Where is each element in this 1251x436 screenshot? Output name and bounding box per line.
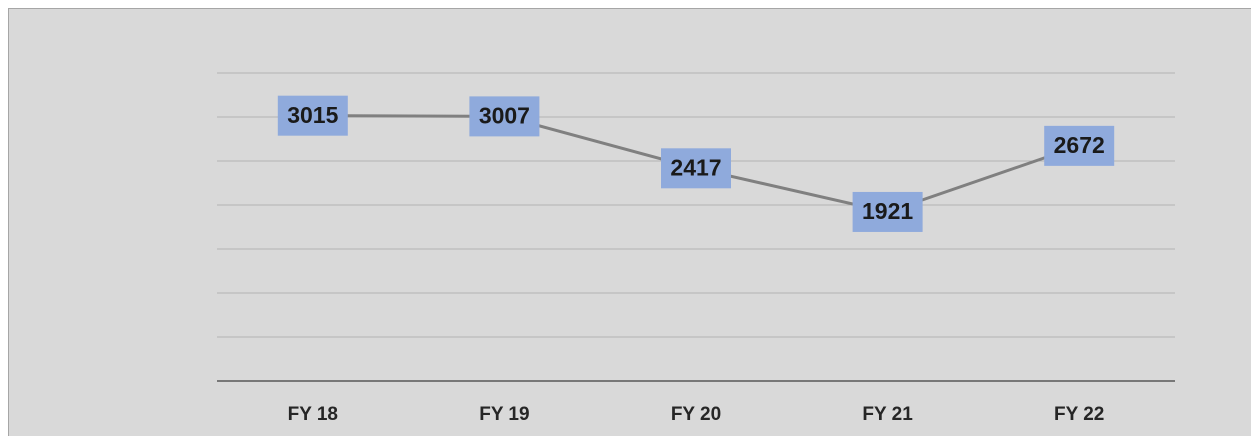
data-label-box: [661, 148, 731, 189]
x-tick-label: FY 21: [862, 404, 913, 425]
data-label-box: [852, 191, 923, 232]
x-tick-label: FY 18: [288, 404, 338, 425]
data-label-box: [469, 96, 540, 137]
data-label: 2417: [670, 154, 721, 180]
x-tick-label: FY 19: [479, 404, 529, 425]
x-tick-label: FY 20: [671, 404, 721, 425]
data-label: 3007: [479, 102, 530, 128]
chart-background: [8, 8, 1251, 436]
data-label-box: [277, 95, 348, 136]
data-label: 3015: [287, 102, 338, 128]
x-tick-label: FY 22: [1054, 404, 1104, 425]
data-label-box: [1044, 125, 1115, 166]
data-label: 2672: [1054, 132, 1105, 158]
data-label: 1921: [862, 198, 913, 224]
